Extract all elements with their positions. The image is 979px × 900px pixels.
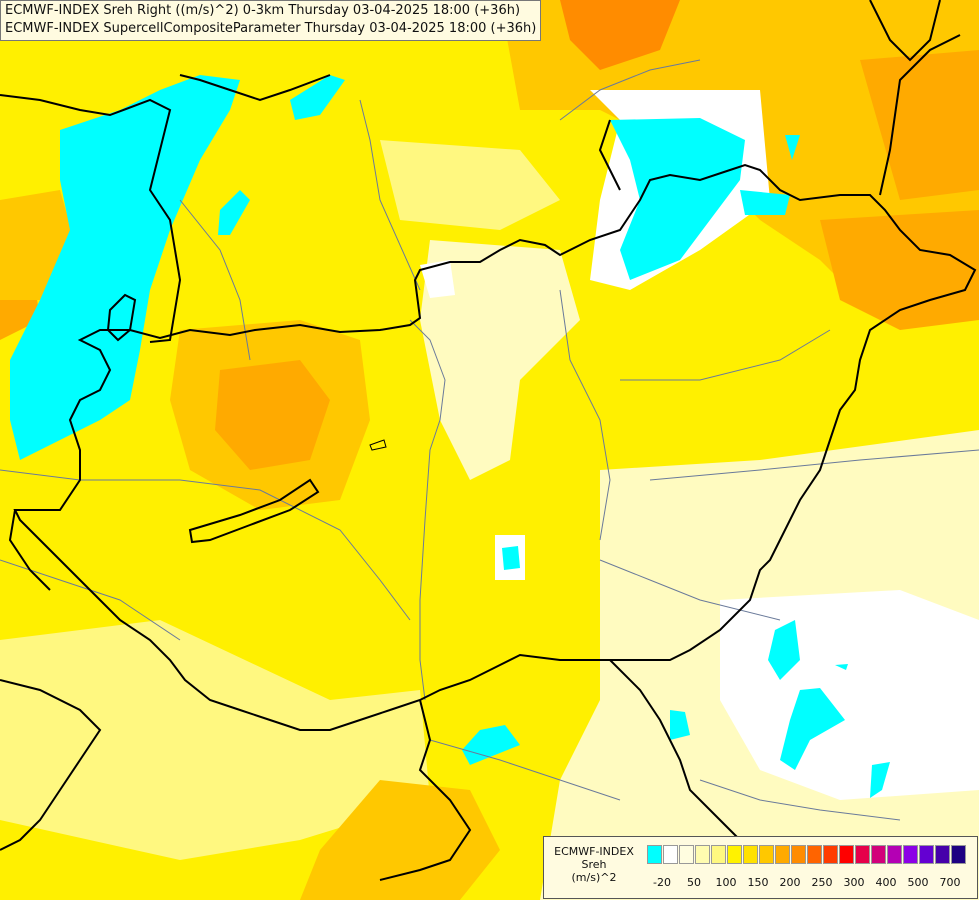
cyan-zone-west bbox=[10, 75, 240, 460]
cyan-zone-ne-small bbox=[740, 190, 790, 215]
border-croatia-serbia bbox=[379, 699, 472, 881]
cyan-zone-south bbox=[462, 725, 520, 765]
legend-tick-label: 300 bbox=[843, 876, 865, 889]
legend-tick-label: 100 bbox=[715, 876, 737, 889]
legend-swatch bbox=[759, 845, 774, 864]
legend-swatch bbox=[839, 845, 854, 864]
legend-tick-label: 700 bbox=[939, 876, 961, 889]
border-west-left bbox=[8, 509, 51, 591]
legend-tick-label: 200 bbox=[779, 876, 801, 889]
legend-swatch bbox=[823, 845, 838, 864]
cyan-zone-se-3 bbox=[870, 762, 890, 798]
border-austria-slovakia bbox=[149, 249, 182, 343]
legend-swatch bbox=[743, 845, 758, 864]
orange-zone-south bbox=[300, 780, 500, 900]
cyan-zone-se-dot bbox=[835, 664, 848, 670]
border-north-east-slovakia bbox=[598, 119, 621, 191]
cyan-zone-center bbox=[502, 546, 520, 570]
legend-tick-label: 500 bbox=[907, 876, 929, 889]
legend-tick-label: 50 bbox=[687, 876, 701, 889]
orange-zone-ne-core bbox=[560, 0, 680, 70]
title-line-scp: ECMWF-INDEX SupercellCompositeParameter … bbox=[5, 21, 537, 36]
legend-tick-label: -20 bbox=[653, 876, 671, 889]
country-borders bbox=[0, 0, 977, 881]
cyan-zone-se-4 bbox=[670, 710, 690, 740]
legend-swatch bbox=[807, 845, 822, 864]
pale-zone-central bbox=[420, 240, 580, 480]
border-ne-top bbox=[869, 0, 941, 62]
orange-zone-west-core bbox=[215, 360, 330, 470]
pale-zone-north bbox=[380, 140, 560, 230]
legend-swatch bbox=[871, 845, 886, 864]
orange-zone-far-east bbox=[860, 50, 979, 200]
legend-swatch bbox=[887, 845, 902, 864]
cyan-zone-ne bbox=[610, 118, 745, 280]
map-title-box: ECMWF-INDEX Sreh Right ((m/s)^2) 0-3km T… bbox=[0, 0, 542, 41]
legend-swatch bbox=[695, 845, 710, 864]
legend-tick-label: 150 bbox=[747, 876, 769, 889]
cyan-zone-small-w bbox=[218, 190, 250, 235]
border-ne-ukraine bbox=[879, 34, 961, 196]
legend-swatch bbox=[727, 845, 742, 864]
legend-tick-label: 250 bbox=[811, 876, 833, 889]
legend-swatches bbox=[647, 845, 967, 864]
color-legend: ECMWF-INDEX Sreh (m/s)^2 -20 50 100 150 200 2… bbox=[543, 836, 978, 899]
legend-swatch bbox=[951, 845, 966, 864]
legend-label-param: Sreh bbox=[581, 858, 607, 871]
legend-swatch bbox=[919, 845, 934, 864]
legend-swatch bbox=[647, 845, 662, 864]
border-north-west bbox=[0, 94, 176, 251]
legend-swatch bbox=[855, 845, 870, 864]
title-line-sreh: ECMWF-INDEX Sreh Right ((m/s)^2) 0-3km T… bbox=[5, 3, 521, 18]
cyan-zone-se-1 bbox=[768, 620, 800, 680]
cyan-zone-nw-strip bbox=[290, 75, 345, 120]
border-serbia-romania bbox=[609, 659, 741, 841]
legend-swatch bbox=[663, 845, 678, 864]
white-zone-north-small bbox=[420, 260, 455, 298]
legend-label: ECMWF-INDEX Sreh (m/s)^2 bbox=[548, 845, 640, 884]
pale-zone-southwest bbox=[0, 620, 430, 860]
legend-label-unit: (m/s)^2 bbox=[571, 871, 617, 884]
legend-swatch bbox=[775, 845, 790, 864]
border-southwest bbox=[0, 679, 102, 851]
border-north bbox=[179, 74, 331, 102]
legend-swatch bbox=[791, 845, 806, 864]
border-hungary-north bbox=[13, 163, 977, 731]
legend-swatch bbox=[679, 845, 694, 864]
cyan-zone-se-2 bbox=[780, 688, 845, 770]
legend-label-model: ECMWF-INDEX bbox=[554, 845, 634, 858]
legend-swatch bbox=[711, 845, 726, 864]
legend-tick-label: 400 bbox=[875, 876, 897, 889]
legend-swatch bbox=[935, 845, 950, 864]
cyan-zone-ne-dot bbox=[785, 135, 800, 160]
lake-small-center bbox=[369, 439, 387, 451]
legend-swatch bbox=[903, 845, 918, 864]
lake-neusiedl bbox=[106, 293, 137, 342]
legend-ticks: -20 50 100 150 200 250 300 400 500 700 bbox=[647, 876, 977, 890]
lake-balaton bbox=[188, 478, 320, 544]
orange-zone-east bbox=[820, 210, 979, 330]
